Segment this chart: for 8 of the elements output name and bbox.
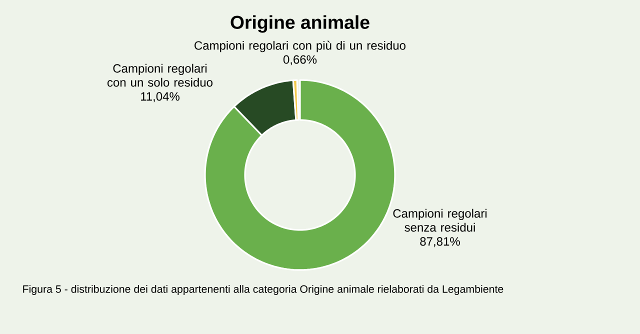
slice-label: Campioni regolari con più di un residuo <box>194 40 406 52</box>
slice-label: Campioni regolari con un solo residuo <box>107 64 212 87</box>
data-label: 0,66% <box>283 55 317 66</box>
text: Figura 5 - distribuzione dei dati appartenenti alla categoria Origine animale rielaborati da Legambiente <box>23 285 504 295</box>
chart-title: Origine animale <box>230 15 370 33</box>
data-label: 87,81% <box>420 237 460 248</box>
data-label: 11,04% <box>141 92 180 102</box>
slice-label: Campioni regolari senza residui <box>393 208 487 232</box>
